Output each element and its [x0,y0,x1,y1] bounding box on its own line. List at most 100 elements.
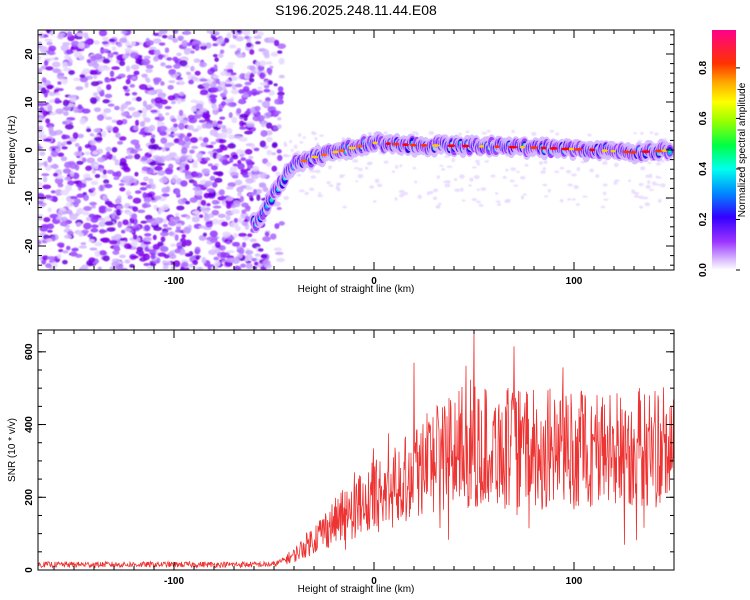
spectrogram-noise-cell [65,202,74,208]
spectrogram-noise-cell [169,217,175,222]
spectrogram-noise-cell [210,165,218,171]
spectrogram-faint-cell [474,159,480,164]
spectrogram-noise-cell [185,174,193,180]
spectrogram-noise-cell [62,99,70,107]
spectrogram-faint-cell [555,132,560,136]
spectrogram-noise-cell [191,145,199,150]
spectrogram-noise-cell [61,77,68,85]
spectrogram-faint-cell [302,136,306,139]
spectrogram-noise-cell [250,143,256,150]
spectrogram-noise-cell [242,171,251,178]
figure-title: S196.2025.248.11.44.E08 [275,2,437,18]
spectrogram-noise-cell [108,38,116,43]
spectrogram-noise-cell [134,153,141,160]
spectrogram-noise-cell [150,134,156,139]
colorbar-gradient [712,30,736,270]
spectrogram-noise-cell [81,157,87,163]
spectrogram-noise-cell [270,233,277,240]
spectrogram-noise-cell [172,260,181,268]
spectrogram-faint-cell [304,191,309,196]
spectrogram-noise-cell [97,65,106,73]
spectrogram-noise-cell [270,152,277,156]
spectrogram-noise-cell [230,89,240,95]
spectrogram-noise-cell [212,75,220,79]
spectrogram-noise-cell [245,186,254,191]
spectrogram-noise-cell [89,70,98,76]
spectrogram-noise-cell [111,258,121,263]
spectrogram-noise-cell [188,79,194,85]
spectrogram-noise-cell [112,126,119,134]
spectrogram-noise-cell [238,136,248,142]
spectrogram-faint-cell [543,160,548,164]
spectrogram-noise-cell [238,247,245,255]
spectrogram-noise-cell [229,166,238,172]
spectrogram-noise-cell [154,49,161,56]
spectrogram-noise-cell [123,243,132,250]
spectrogram-noise-cell [70,97,77,103]
spectrogram-noise-cell [214,241,221,249]
spectrogram-noise-cell [122,85,129,90]
spectrogram-noise-cell [94,173,101,179]
spectrogram-noise-cell [125,78,131,85]
spectrogram-peak-cell [573,147,583,151]
spectrogram-faint-cell [290,148,294,152]
spectrogram-noise-cell [257,66,264,71]
spectrogram-noise-cell [124,211,134,215]
spectrogram-noise-cell [221,101,227,106]
spectrogram-noise-cell [200,206,207,211]
spectrogram-noise-cell [62,250,69,254]
spectrogram-noise-cell [238,216,243,224]
spectrogram-faint-cell [497,203,502,206]
spectrogram-peak-cell [568,147,575,151]
spectrogram-noise-cell [170,243,177,247]
spectrogram-noise-cell [156,162,165,166]
spectrogram-noise-cell [191,210,201,215]
spectrogram-noise-cell [212,36,218,42]
spectrogram-faint-cell [314,169,321,174]
spectrogram-noise-cell [195,255,200,260]
spectrogram-faint-cell [573,185,579,190]
spectrogram-noise-cell [116,42,123,48]
spectrogram-noise-cell [89,144,97,152]
spectrogram-noise-cell [260,130,268,137]
spectrogram-noise-cell [151,143,160,150]
spectrogram-noise-cell [145,64,154,69]
spectrogram-noise-cell [96,114,105,121]
spectrogram-noise-cell [197,266,203,270]
colorbar: 0.0 0.2 0.4 0.6 0.8 Normalized spectral ampl… [698,30,748,277]
spectrogram-noise-cell [273,247,283,252]
spectrogram-noise-cell [187,124,194,131]
spectrogram-y-tick-label: -10 [24,190,35,205]
spectrogram-ridge-cell [668,149,672,153]
spectrogram-noise-cell [86,157,95,164]
spectrogram-noise-cell [187,114,195,120]
spectrogram-noise-cell [181,147,188,155]
spectrogram-peak-cell [478,144,485,148]
spectrogram-faint-cell [601,161,608,165]
spectrogram-noise-cell [262,259,271,267]
spectrogram-noise-cell [107,203,115,208]
spectrogram-noise-cell [232,154,239,160]
spectrogram-noise-cell [167,95,176,101]
spectrogram-noise-cell [119,187,126,192]
spectrogram-noise-cell [168,69,176,76]
spectrogram-faint-cell [451,158,456,163]
spectrogram-noise-cell [150,137,156,144]
spectrogram-noise-cell [259,72,266,80]
spectrogram-noise-cell [150,220,158,226]
spectrogram-noise-cell [73,151,83,157]
spectrogram-noise-cell [57,152,65,157]
spectrogram-noise-cell [170,265,176,270]
spectrogram-noise-cell [143,176,149,182]
spectrogram-noise-cell [103,179,110,184]
spectrogram-noise-cell [41,255,49,261]
spectrogram-peak-cell [392,142,400,146]
spectrogram-noise-cell [141,166,149,172]
spectrogram-noise-cell [99,237,109,242]
spectrogram-noise-cell [278,74,285,79]
spectrogram-noise-cell [244,148,253,155]
spectrogram-faint-cell [374,178,380,184]
spectrogram-noise-cell [239,73,247,80]
spectrogram-noise-cell [209,94,218,99]
spectrogram-noise-cell [61,146,68,150]
